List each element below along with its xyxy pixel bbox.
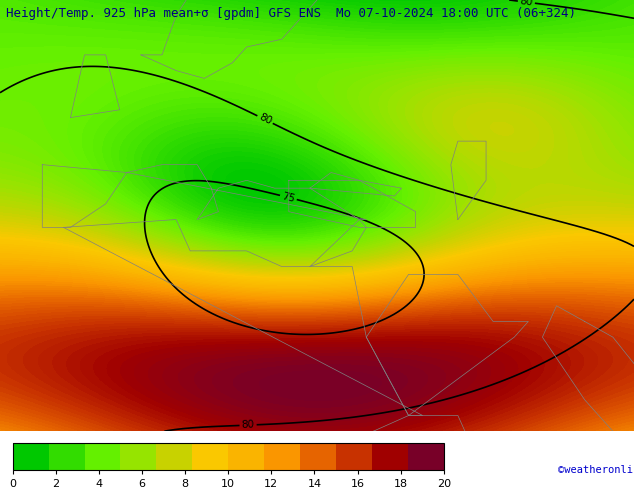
Text: 80: 80 [242,420,255,430]
Text: Height/Temp. 925 hPa mean+σ [gpdm] GFS ENS  Mo 07-10-2024 18:00 UTC (06+324): Height/Temp. 925 hPa mean+σ [gpdm] GFS E… [6,7,576,21]
Text: 80: 80 [519,0,533,8]
Text: 75: 75 [281,191,296,204]
Text: ©weatheronline.co.uk: ©weatheronline.co.uk [558,466,634,475]
Text: 80: 80 [257,112,273,127]
